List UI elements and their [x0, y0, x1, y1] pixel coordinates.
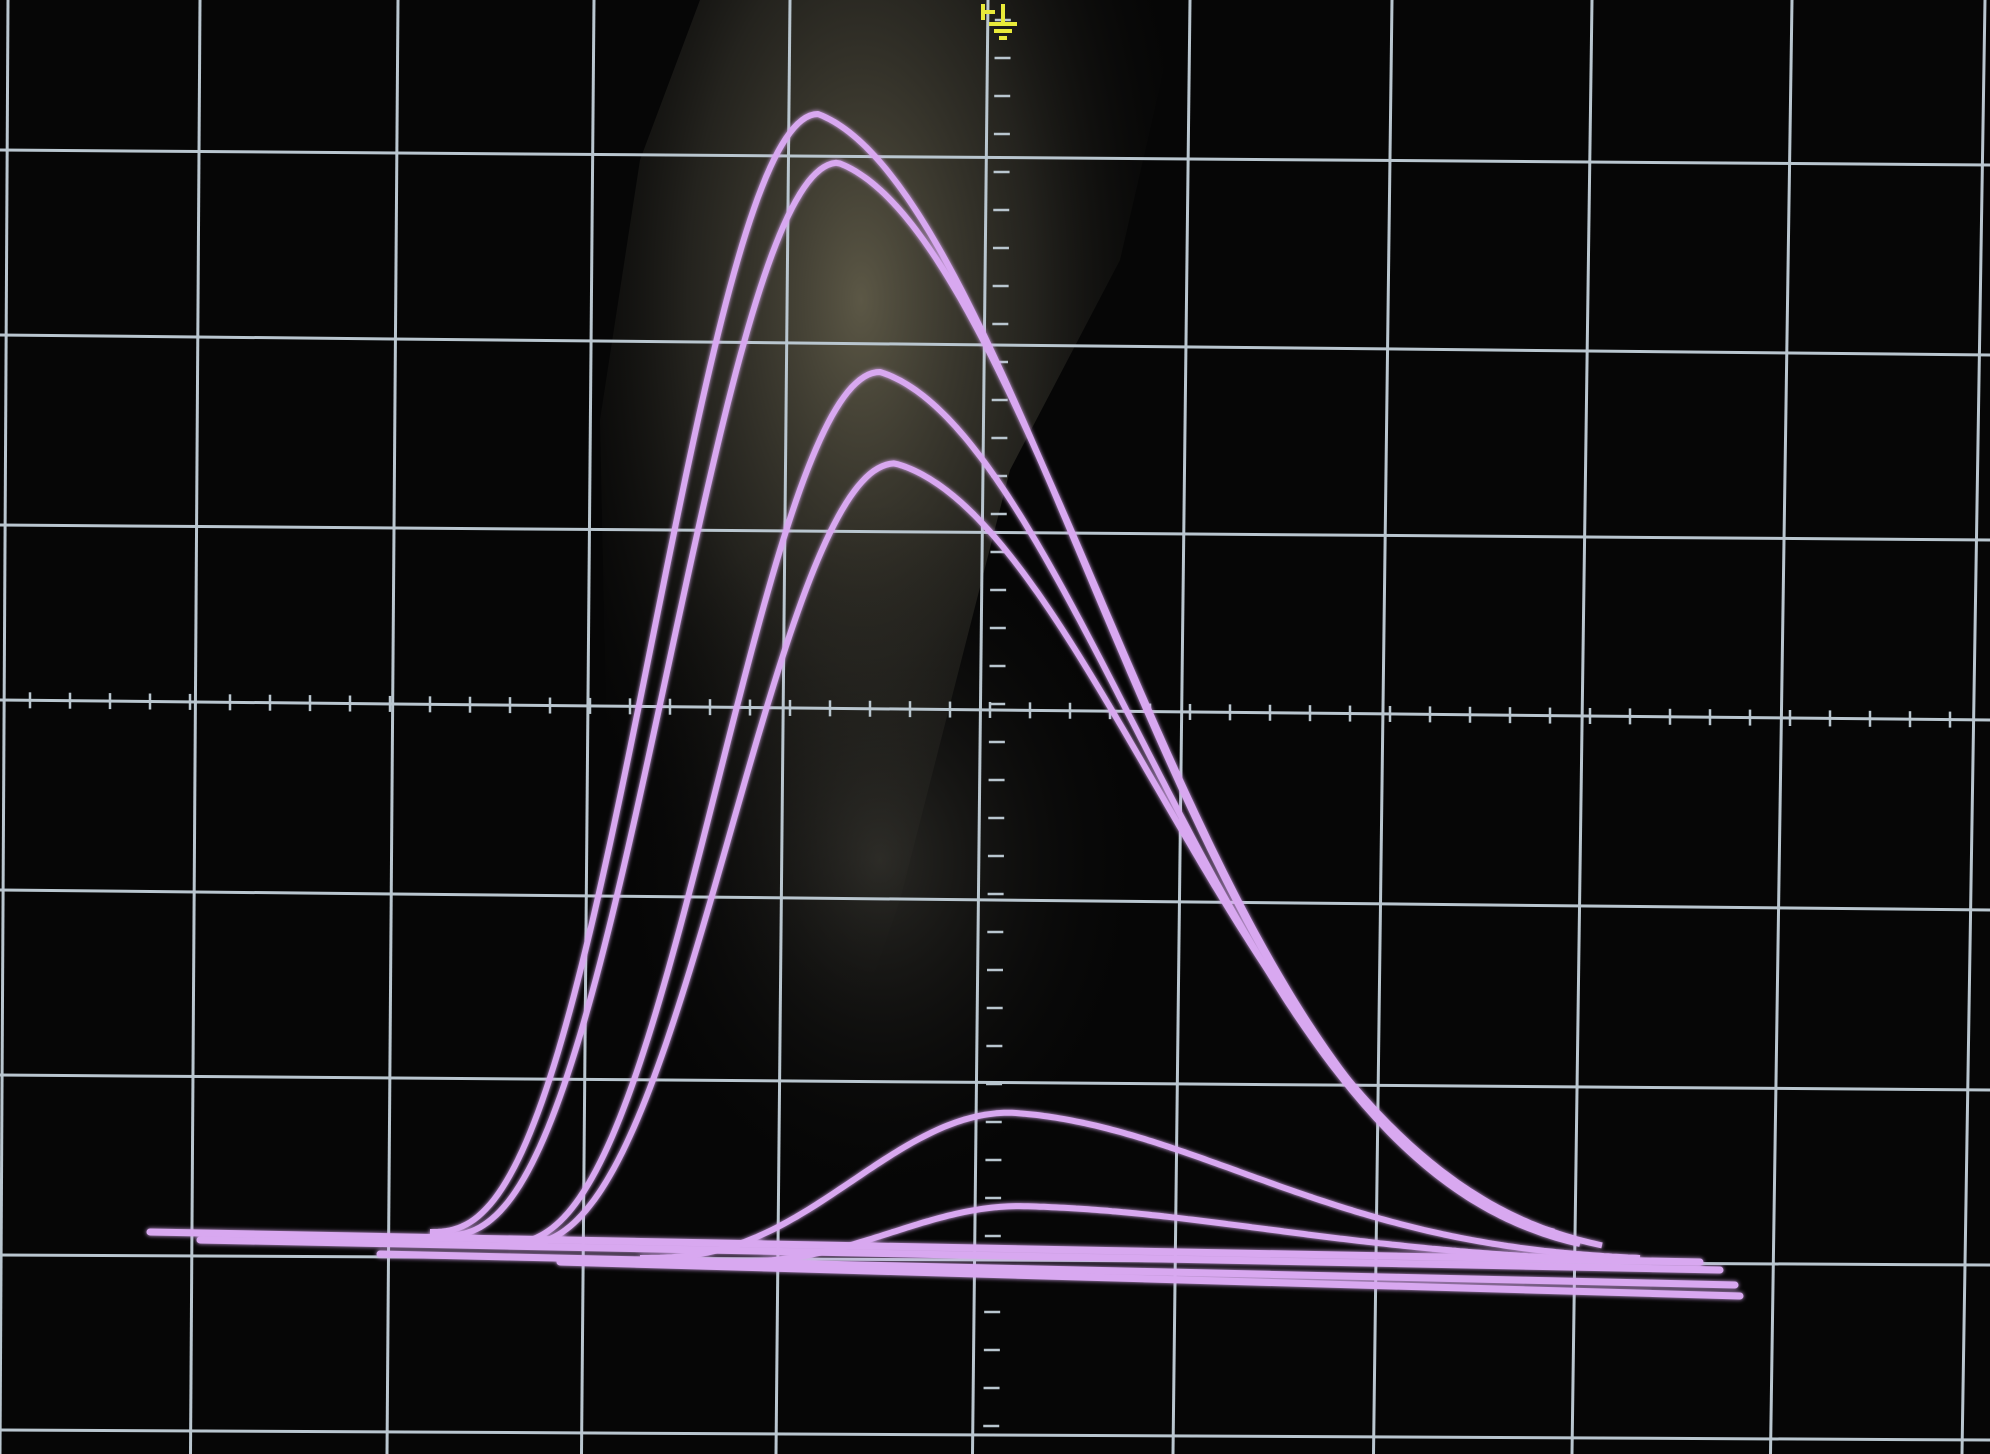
grid-vertical-line — [1171, 0, 1192, 1454]
grid-horizontal-line — [0, 148, 1990, 167]
grid-horizontal-line — [0, 698, 1990, 722]
waveform-trace — [640, 1109, 1641, 1261]
grid-vertical-line — [0, 0, 10, 1454]
grid-vertical-line — [1960, 0, 1987, 1454]
grid-horizontal-line — [0, 1428, 1990, 1442]
grid-vertical-line — [1570, 0, 1594, 1454]
grid-vertical-line — [1372, 0, 1394, 1454]
grid-vertical-line — [189, 0, 202, 1454]
screen-glare-lower — [600, 500, 1160, 1220]
waveform-traces — [146, 111, 1744, 1300]
trace-baseline — [196, 1236, 1724, 1274]
trace-baseline — [146, 1228, 1704, 1266]
trace-baseline — [556, 1258, 1744, 1300]
waveform-trace — [510, 460, 1603, 1249]
waveform-trace — [500, 369, 1581, 1247]
grid-vertical-line — [1769, 0, 1794, 1454]
ground-symbol-icon — [981, 4, 1017, 40]
grid-horizontal-line — [0, 523, 1990, 542]
grid-horizontal-line — [0, 1073, 1990, 1092]
grid-horizontal-line — [0, 333, 1990, 357]
trace-baseline — [376, 1250, 1739, 1289]
grid-vertical-line — [385, 0, 400, 1454]
grid-vertical-line — [774, 0, 792, 1454]
grid-horizontal-line — [0, 888, 1990, 912]
